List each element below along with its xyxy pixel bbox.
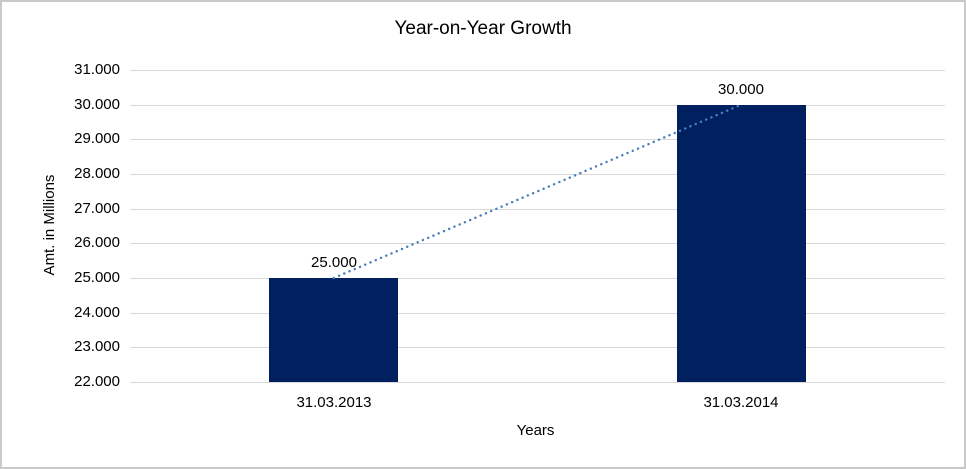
y-tick-label: 28.000 (74, 165, 120, 182)
gridline (130, 278, 945, 279)
y-tick-label: 27.000 (74, 200, 120, 217)
x-axis-line (130, 382, 945, 383)
gridline (130, 139, 945, 140)
gridline (130, 70, 945, 71)
y-tick-label: 30.000 (74, 96, 120, 113)
gridline (130, 105, 945, 106)
chart-title: Year-on-Year Growth (394, 18, 572, 39)
x-tick-label: 31.03.2014 (703, 394, 779, 411)
x-axis-title: Years (516, 422, 555, 439)
y-tick-label: 29.000 (74, 130, 120, 147)
gridline (130, 243, 945, 244)
y-tick-label: 31.000 (74, 61, 120, 78)
gridline (130, 174, 945, 175)
y-tick-label: 25.000 (74, 269, 120, 286)
y-tick-label: 26.000 (74, 234, 120, 251)
gridline (130, 347, 945, 348)
data-label: 30.000 (718, 81, 764, 98)
data-label: 25.000 (311, 254, 357, 271)
gridline (130, 209, 945, 210)
gridline (130, 313, 945, 314)
bar-31.03.2013 (269, 278, 398, 382)
y-tick-label: 24.000 (74, 304, 120, 321)
y-tick-label: 23.000 (74, 338, 120, 355)
y-tick-label: 22.000 (74, 373, 120, 390)
bar-31.03.2014 (677, 105, 806, 382)
x-tick-label: 31.03.2013 (296, 394, 372, 411)
